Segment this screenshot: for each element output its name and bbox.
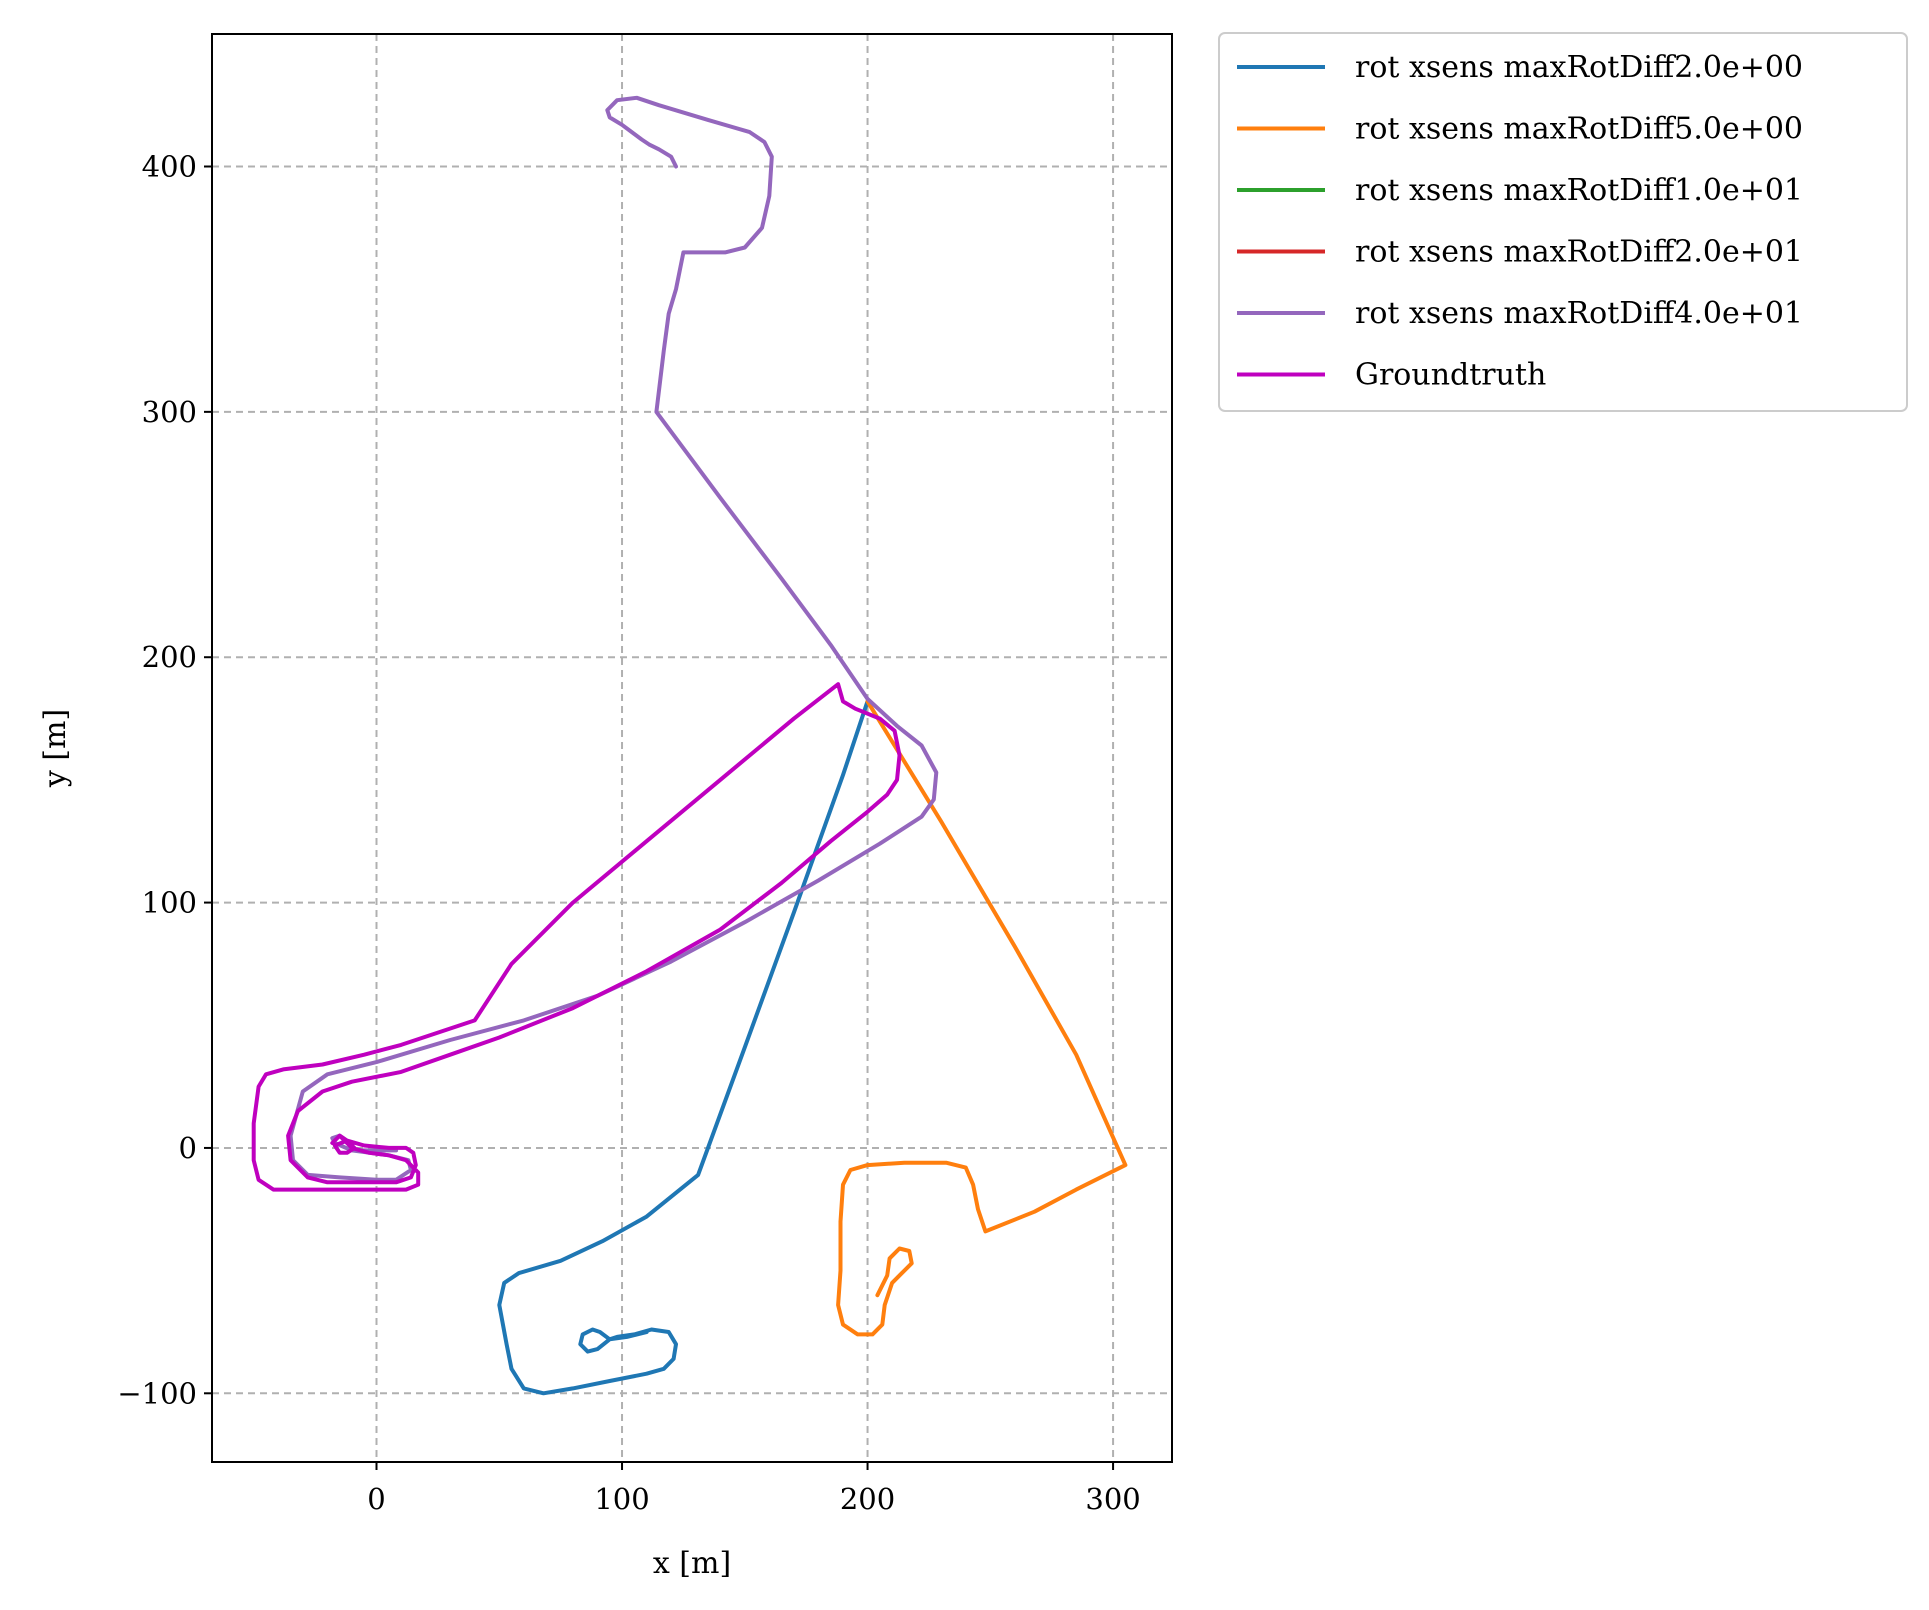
legend-label: rot xsens maxRotDiff5.0e+00 — [1355, 112, 1803, 147]
legend-label: rot xsens maxRotDiff2.0e+01 — [1355, 235, 1803, 270]
series-line-1 — [497, 699, 870, 1396]
y-tick-label: 200 — [142, 640, 197, 674]
legend-frame — [1218, 32, 1908, 412]
x-axis-label: x [m] — [653, 1546, 731, 1581]
legend-label: rot xsens maxRotDiff1.0e+01 — [1355, 173, 1803, 208]
axis-ticks: 0 100 200 300 −100 0 100 200 300 400 — [117, 149, 1140, 1516]
y-tick-label: 0 — [179, 1131, 197, 1165]
y-tick-label: 100 — [142, 886, 197, 920]
x-tick-label: 100 — [594, 1482, 649, 1516]
x-tick-label: 200 — [840, 1482, 895, 1516]
legend-label: Groundtruth — [1355, 358, 1546, 393]
grid — [212, 34, 1172, 1462]
y-tick-label: 300 — [142, 395, 197, 429]
y-axis-label: y [m] — [38, 709, 73, 788]
series-line-6 — [251, 682, 902, 1192]
x-tick-label: 0 — [367, 1482, 385, 1516]
legend: rot xsens maxRotDiff2.0e+00 rot xsens max… — [1218, 32, 1908, 412]
y-tick-label: −100 — [117, 1376, 197, 1410]
series-line-2 — [836, 699, 1128, 1337]
y-tick-label: 400 — [142, 149, 197, 183]
legend-label: rot xsens maxRotDiff2.0e+00 — [1355, 50, 1803, 85]
series-line-5 — [288, 95, 939, 1182]
series-layer — [251, 95, 1128, 1396]
x-tick-label: 300 — [1085, 1482, 1140, 1516]
legend-label: rot xsens maxRotDiff4.0e+01 — [1355, 296, 1803, 331]
plot-area-frame — [211, 33, 1173, 1463]
